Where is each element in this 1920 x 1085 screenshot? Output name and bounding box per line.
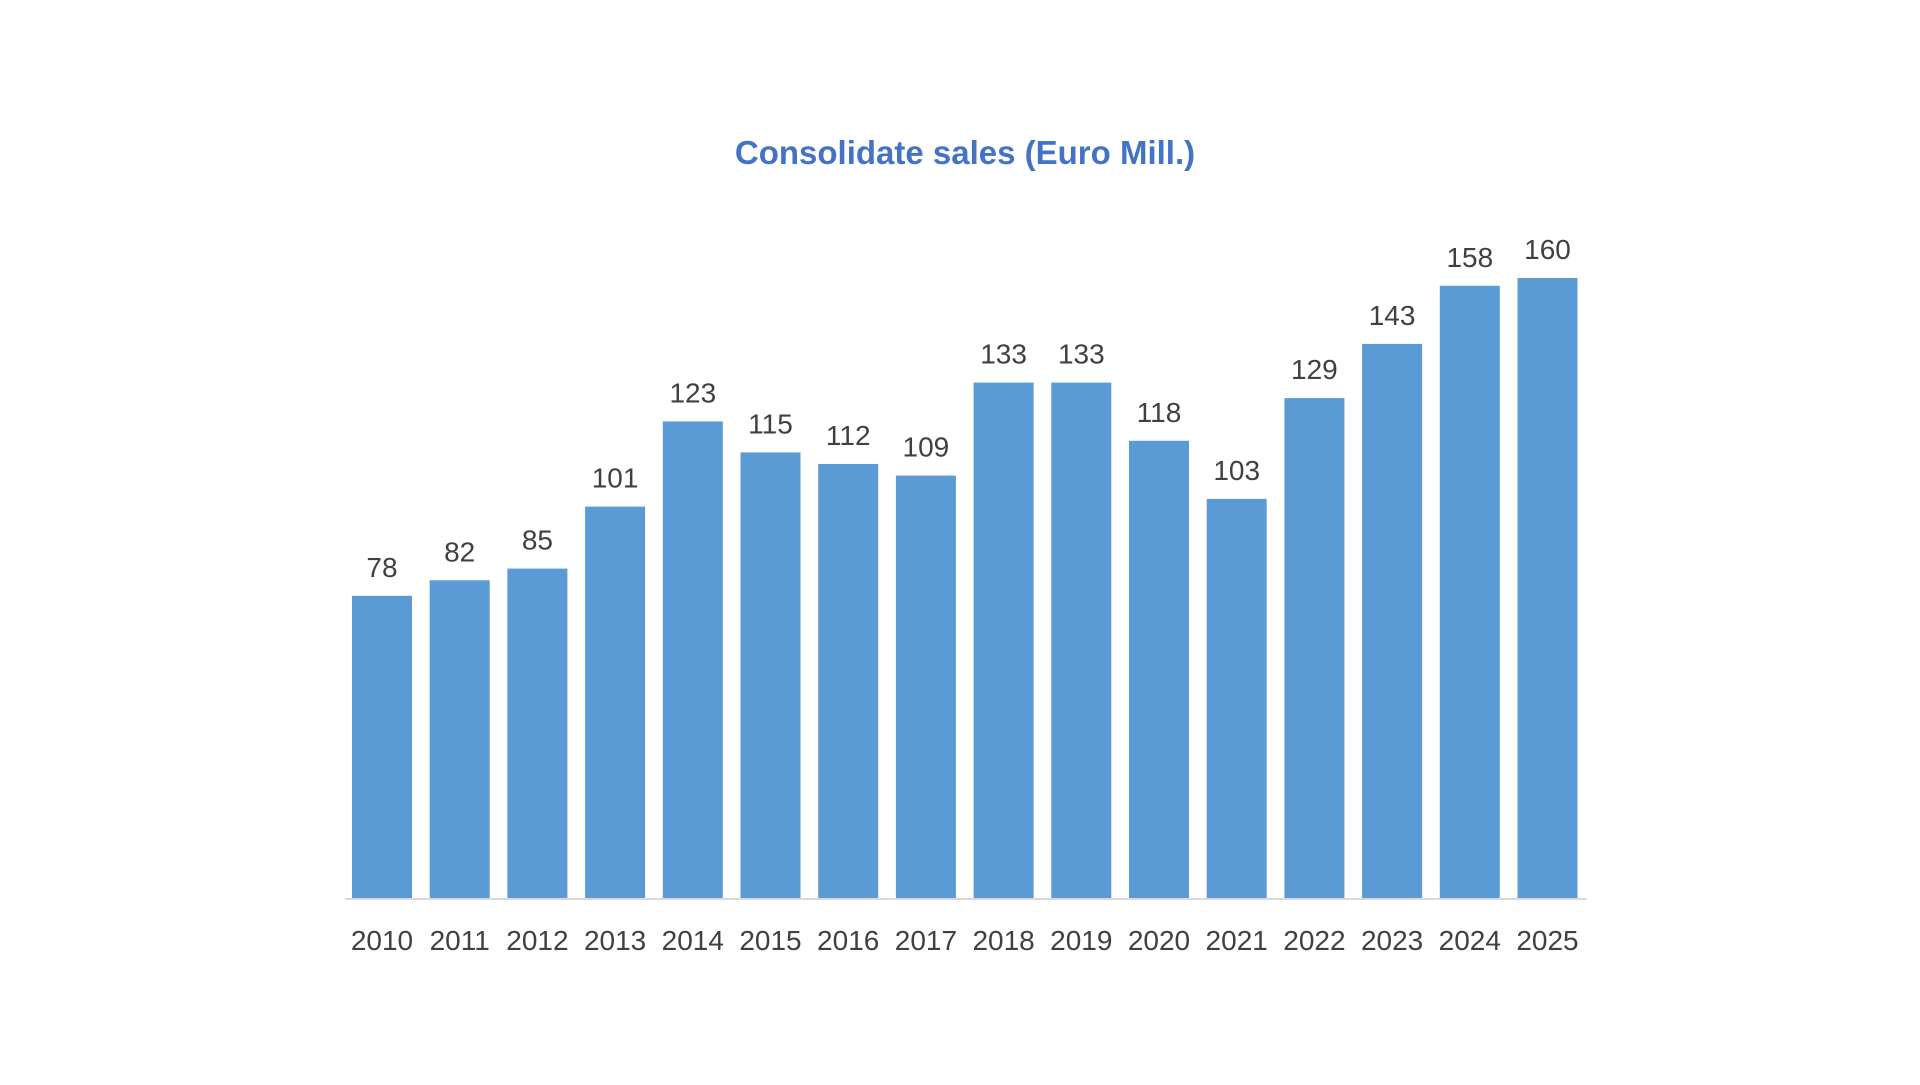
- data-labels-group: 78 82 85 101 123 115 112 109 133 133 118 103 129 143 1…: [366, 234, 1570, 583]
- data-label-2019: 133: [1058, 339, 1105, 370]
- x-tick-label-2020: 2020: [1128, 925, 1190, 956]
- x-tick-label-2021: 2021: [1206, 925, 1268, 956]
- data-label-2014: 123: [669, 377, 716, 408]
- x-tick-label-2012: 2012: [506, 925, 568, 956]
- data-label-2021: 103: [1213, 455, 1260, 486]
- bar-2017: [895, 475, 956, 898]
- bar-2022: [1284, 398, 1345, 898]
- bar-2025: [1517, 278, 1578, 898]
- bar-2012: [507, 568, 568, 898]
- data-label-2013: 101: [592, 463, 639, 494]
- bar-2011: [429, 580, 490, 899]
- x-tick-label-2017: 2017: [895, 925, 957, 956]
- bar-2013: [585, 506, 646, 898]
- bar-2016: [818, 464, 879, 898]
- x-tick-label-2018: 2018: [972, 925, 1034, 956]
- x-tick-label-2015: 2015: [739, 925, 801, 956]
- data-label-2025: 160: [1524, 234, 1571, 265]
- x-tick-label-2010: 2010: [351, 925, 413, 956]
- data-label-2018: 133: [980, 339, 1027, 370]
- data-label-2016: 112: [826, 420, 871, 451]
- data-label-2024: 158: [1446, 242, 1493, 273]
- bar-2019: [1051, 382, 1112, 899]
- bar-2014: [662, 421, 723, 898]
- x-tick-label-2023: 2023: [1361, 925, 1423, 956]
- bar-2015: [740, 452, 801, 898]
- bar-2010: [352, 595, 412, 899]
- data-label-2012: 85: [522, 525, 553, 556]
- x-tick-label-2025: 2025: [1516, 925, 1578, 956]
- bar-2020: [1129, 440, 1189, 899]
- bar-2021: [1206, 498, 1267, 898]
- x-tick-label-2019: 2019: [1050, 925, 1112, 956]
- data-label-2010: 78: [366, 552, 397, 583]
- x-tick-labels-group: 2010 2011 2012 2013 2014 2015 2016 2017 2018 2019…: [351, 925, 1579, 956]
- data-label-2020: 118: [1137, 397, 1182, 428]
- x-tick-label-2016: 2016: [817, 925, 879, 956]
- bar-2023: [1362, 343, 1423, 898]
- data-label-2015: 115: [748, 408, 793, 439]
- x-tick-label-2011: 2011: [430, 925, 490, 956]
- x-tick-label-2024: 2024: [1439, 925, 1501, 956]
- chart-title: Consolidate sales (Euro Mill.): [735, 134, 1195, 171]
- data-label-2011: 82: [444, 536, 475, 567]
- bar-2018: [973, 382, 1034, 899]
- data-label-2017: 109: [903, 432, 950, 463]
- x-tick-label-2022: 2022: [1283, 925, 1345, 956]
- data-label-2023: 143: [1369, 300, 1416, 331]
- x-tick-label-2013: 2013: [584, 925, 646, 956]
- bars-group: [352, 278, 1578, 899]
- x-tick-label-2014: 2014: [662, 925, 724, 956]
- data-label-2022: 129: [1291, 354, 1338, 385]
- bar-2024: [1439, 285, 1500, 899]
